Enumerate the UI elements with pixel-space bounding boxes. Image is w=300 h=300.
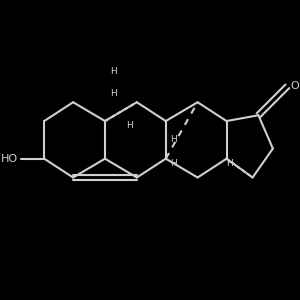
Text: H: H: [169, 158, 176, 167]
Text: H: H: [126, 121, 133, 130]
Text: H: H: [169, 135, 176, 144]
Text: H: H: [226, 158, 233, 167]
Text: H: H: [110, 67, 117, 76]
Text: HO: HO: [1, 154, 18, 164]
Text: O: O: [290, 81, 299, 91]
Text: H: H: [110, 89, 117, 98]
